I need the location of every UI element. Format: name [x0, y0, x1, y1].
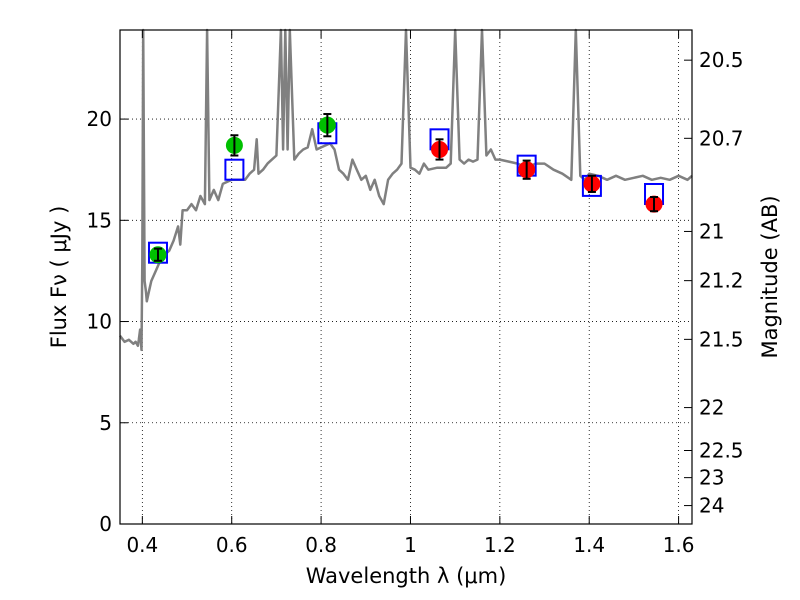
y-axis-label: Flux Fν ( μJy ) — [47, 206, 71, 349]
sed-model-line — [118, 28, 693, 352]
x-tick-label: 0.6 — [216, 533, 248, 557]
right-tick-label: 20.7 — [699, 126, 744, 150]
right-tick-label: 21 — [699, 219, 724, 243]
x-tick-label: 1.6 — [663, 533, 695, 557]
right-tick-label: 24 — [699, 494, 724, 518]
sed-model-layer — [118, 28, 693, 352]
right-tick-label: 22 — [699, 396, 724, 420]
right-axis-label: Magnitude (AB) — [758, 195, 782, 358]
x-tick-label: 1 — [404, 533, 417, 557]
x-tick-label: 1.4 — [573, 533, 605, 557]
photometry-layer — [149, 113, 663, 264]
y-tick-label: 5 — [99, 411, 112, 435]
right-tick-label: 22.5 — [699, 439, 744, 463]
x-tick-label: 0.8 — [305, 533, 337, 557]
x-tick-label: 0.4 — [126, 533, 158, 557]
y-tick-label: 10 — [87, 310, 112, 334]
model-flux-square — [224, 158, 245, 181]
y-tick-label: 15 — [87, 208, 112, 232]
right-tick-label: 21.2 — [699, 269, 744, 293]
right-tick-label: 20.5 — [699, 48, 744, 72]
y-tick-label: 0 — [99, 512, 112, 536]
x-axis-label: Wavelength λ (μm) — [306, 564, 507, 588]
y-axis: 0 5 10 15 20 — [87, 107, 128, 536]
right-tick-label: 23 — [699, 466, 724, 490]
right-tick-label: 21.5 — [699, 327, 744, 351]
x-axis: 0.4 0.6 0.8 1 1.2 1.4 1.6 — [126, 30, 695, 557]
plot-frame — [119, 29, 693, 525]
right-magnitude-axis: 20.5 20.7 21 21.2 21.5 22 22.5 23 24 — [684, 48, 744, 518]
y-tick-label: 20 — [87, 107, 112, 131]
x-tick-label: 1.2 — [484, 533, 516, 557]
